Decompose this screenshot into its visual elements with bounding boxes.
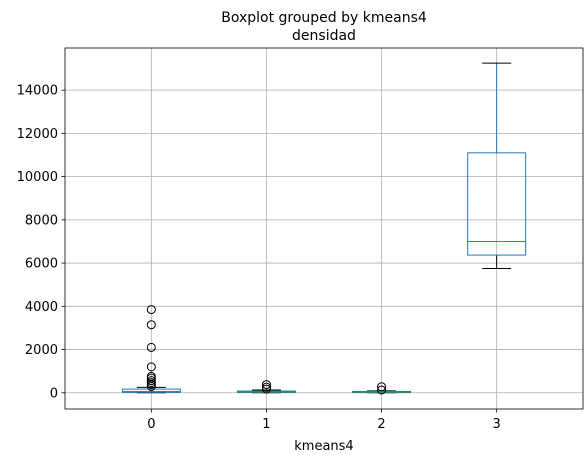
flier-0-5 — [146, 371, 156, 381]
y-tick-label-6: 12000 — [17, 127, 58, 142]
flier-1-2 — [261, 380, 271, 390]
flier-0-6 — [146, 362, 156, 372]
flier-0-7 — [146, 342, 156, 352]
chart-title: densidad — [292, 28, 356, 44]
plot-area: 0 2000 4000 6000 8000 10000 12000 14000 0 1 2 3 — [17, 47, 584, 432]
flier-0-8 — [146, 320, 156, 330]
box-0 — [121, 388, 181, 393]
y-tick-label-4: 8000 — [25, 213, 58, 228]
flier-1-1 — [261, 382, 271, 392]
x-tick-label-2: 2 — [377, 417, 385, 432]
flier-2-0 — [377, 385, 387, 395]
x-tick-label-1: 1 — [262, 417, 270, 432]
y-tick-label-7: 14000 — [17, 84, 58, 99]
y-tick-label-5: 10000 — [17, 170, 58, 185]
box-3 — [467, 152, 527, 256]
y-tick-label-0: 0 — [50, 386, 58, 401]
chart-suptitle: Boxplot grouped by kmeans4 — [221, 10, 427, 26]
x-tick-label-0: 0 — [147, 417, 155, 432]
plot-frame — [64, 47, 584, 410]
flier-0-3 — [146, 376, 156, 386]
x-axis-label: kmeans4 — [294, 439, 353, 454]
flier-0-9 — [146, 305, 156, 315]
y-tick-label-1: 2000 — [25, 343, 58, 358]
flier-2-1 — [377, 382, 387, 392]
x-tick-label-3: 3 — [493, 417, 501, 432]
y-tick-label-2: 4000 — [25, 300, 58, 315]
y-tick-label-3: 6000 — [25, 257, 58, 272]
